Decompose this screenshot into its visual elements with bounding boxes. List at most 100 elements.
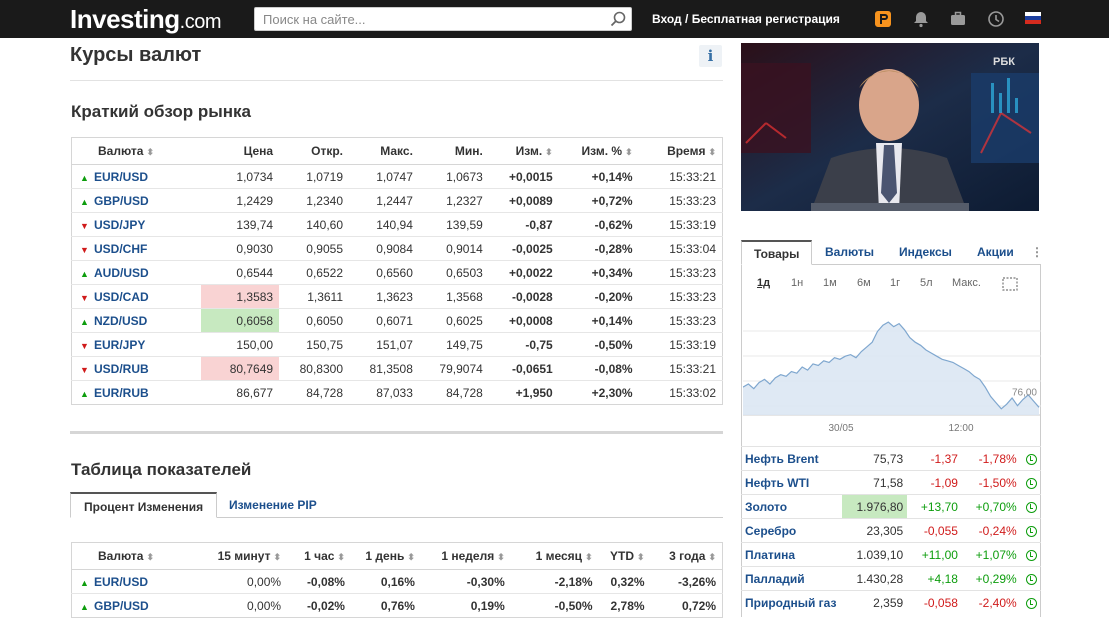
price-cell: 1,0734 [201, 164, 280, 189]
tab-commodities[interactable]: Товары [741, 240, 813, 265]
table-row[interactable]: ▲ NZD/USD 0,6058 0,6050 0,6071 0,6025 +0,0008 +… [71, 308, 723, 333]
page-title: Курсы валют [70, 44, 202, 66]
commodity-name-link[interactable]: Серебро [741, 518, 843, 543]
chg-cell: -0,0651 [488, 356, 559, 381]
table-row[interactable]: ▲ EUR/RUB 86,677 84,728 87,033 84,728 +1,950 +2… [72, 381, 723, 405]
currency-pair-link[interactable]: EUR/USD [94, 169, 149, 184]
x-tick-label: 12:00 [948, 423, 973, 434]
commodity-name-link[interactable]: Нефть WTI [741, 470, 843, 495]
table-row[interactable]: ▼ USD/RUB 80,7649 80,8300 81,3508 79,9074 -0,0… [71, 356, 723, 381]
commodity-name-link[interactable]: Золото [741, 494, 843, 519]
tab-currencies[interactable]: Валюты [825, 245, 875, 259]
period-6m[interactable]: 6м [857, 277, 871, 289]
expand-chart-icon[interactable] [1002, 277, 1018, 291]
column-header-6[interactable]: Изм. % ⬍ [558, 137, 639, 165]
commodity-row[interactable]: Нефть WTI 71,58 -1,09 -1,50% [741, 470, 1041, 495]
currency-pair-link[interactable]: USD/CAD [94, 289, 149, 304]
search-input[interactable] [255, 8, 595, 30]
video-channel-label: РБК [993, 56, 1015, 68]
period-1m[interactable]: 1м [823, 277, 837, 289]
last-price-label: 76,00 [1012, 387, 1037, 398]
notifications-bell-icon[interactable] [912, 10, 930, 28]
period-5y[interactable]: 5л [920, 277, 933, 289]
markets-widget-panel: 1д 1н 1м 6м 1г 5л Макс. 76,00 30/05 12:00 [741, 265, 1041, 617]
commodity-percent-cell: -0,24% [961, 518, 1021, 543]
perf-column-header-4[interactable]: 1 неделя ⬍ [420, 542, 511, 570]
perf-column-header-7[interactable]: 3 года ⬍ [650, 542, 723, 570]
chg-cell: +0,0089 [488, 188, 559, 213]
perf-column-header-1[interactable]: 15 минут ⬍ [201, 542, 288, 570]
column-header-4[interactable]: Мин. [418, 137, 489, 165]
commodity-row[interactable]: Золото 1.976,80 +13,70 +0,70% [741, 494, 1041, 519]
register-link[interactable]: Бесплатная регистрация [691, 12, 840, 26]
currency-pair-link[interactable]: USD/RUB [94, 361, 149, 376]
time-cell: 15:33:19 [638, 212, 723, 237]
currency-pair-link[interactable]: EUR/JPY [94, 337, 146, 352]
perf-column-header-2[interactable]: 1 час ⬍ [287, 542, 351, 570]
commodity-name-link[interactable]: Платина [741, 542, 843, 567]
tab-percent-change[interactable]: Процент Изменения [70, 492, 218, 518]
table-row[interactable]: ▲ GBP/USD 1,2429 1,2340 1,2447 1,2327 +0,0089 +… [71, 188, 723, 213]
table-row[interactable]: ▼ USD/JPY 139,74 140,60 140,94 139,59 -0,87 -0,… [71, 212, 723, 237]
commodity-percent-cell: -2,40% [961, 590, 1021, 615]
russian-flag-icon[interactable] [1025, 12, 1041, 24]
table-row[interactable]: ▲ EUR/USD 1,0734 1,0719 1,0747 1,0673 +0,0015 +… [71, 164, 723, 189]
column-header-0[interactable]: Валюта ⬍ [71, 137, 202, 165]
portfolio-briefcase-icon[interactable] [949, 10, 967, 28]
column-header-3[interactable]: Макс. [349, 137, 419, 165]
table-row[interactable]: ▼ USD/CAD 1,3583 1,3611 1,3623 1,3568 -0,0028-… [71, 284, 723, 309]
search-icon[interactable] [610, 11, 626, 27]
currency-pair-link[interactable]: USD/CHF [94, 241, 148, 256]
currency-pair-link[interactable]: NZD/USD [94, 313, 148, 328]
commodity-row[interactable]: Нефть Brent 75,73 -1,37 -1,78% [741, 446, 1041, 471]
login-link[interactable]: Вход [652, 12, 682, 26]
table-row[interactable]: ▼ USD/CHF 0,9030 0,9055 0,9084 0,9014 -0,0025-… [71, 236, 723, 261]
column-header-5[interactable]: Изм. ⬍ [488, 137, 559, 165]
video-player[interactable]: РБК [741, 43, 1039, 211]
currency-pair-link[interactable]: GBP/USD [94, 598, 149, 613]
pro-icon[interactable] [874, 10, 892, 28]
period-max[interactable]: Макс. [952, 277, 981, 289]
currency-pair-link[interactable]: AUD/USD [94, 265, 149, 280]
commodity-name-link[interactable]: Палладий [741, 566, 843, 591]
perf-column-header-0[interactable]: Валюта ⬍ [71, 542, 202, 570]
currency-pair-cell: ▼ USD/JPY [71, 212, 202, 237]
arrow-down-icon: ▼ [80, 292, 89, 303]
commodity-row[interactable]: Палладий 1.430,28 +4,18 +0,29% [741, 566, 1041, 591]
table-row[interactable]: ▲ GBP/USD 0,00% -0,02% 0,76% 0,19% -0,50% 2,78%… [72, 594, 723, 618]
commodity-change-cell: -1,09 [907, 470, 962, 495]
currency-pair-link[interactable]: GBP/USD [94, 193, 149, 208]
table-row[interactable]: ▲ EUR/USD 0,00% -0,08% 0,16% -0,30% -2,18% 0,32… [71, 569, 723, 594]
column-header-1[interactable]: Цена [201, 137, 280, 165]
commodity-row[interactable]: Природный газ 2,359 -0,058 -2,40% [741, 590, 1041, 615]
table-row[interactable]: ▼ EUR/JPY 150,00 150,75 151,07 149,75 -0,75 -0,… [71, 332, 723, 357]
currency-pair-link[interactable]: EUR/USD [94, 574, 149, 589]
tab-indices[interactable]: Индексы [899, 245, 952, 259]
commodity-name-link[interactable]: Природный газ [741, 590, 843, 615]
commodity-row[interactable]: Платина 1.039,10 +11,00 +1,07% [741, 542, 1041, 567]
clock-icon[interactable] [987, 10, 1005, 28]
perf-column-header-5[interactable]: 1 месяц ⬍ [510, 542, 599, 570]
more-tabs-icon[interactable]: ⋮ [1031, 245, 1043, 259]
low-cell: 1,2327 [418, 188, 489, 213]
perf-column-header-6[interactable]: YTD ⬍ [598, 542, 651, 570]
commodity-row[interactable]: Серебро 23,305 -0,055 -0,24% [741, 518, 1041, 543]
currency-pair-cell: ▲ NZD/USD [71, 308, 202, 333]
column-header-7[interactable]: Время ⬍ [638, 137, 723, 165]
tab-pip-change[interactable]: Изменение PIP [229, 498, 317, 512]
market-status-cell [1020, 470, 1041, 495]
sort-icon: ⬍ [273, 552, 282, 562]
percent-change-cell: 0,76% [380, 598, 415, 613]
tab-stocks[interactable]: Акции [977, 245, 1014, 259]
period-1y[interactable]: 1г [890, 277, 901, 289]
commodity-name-link[interactable]: Нефть Brent [741, 446, 843, 471]
currency-pair-link[interactable]: USD/JPY [94, 217, 146, 232]
perf-column-header-3[interactable]: 1 день ⬍ [350, 542, 421, 570]
period-1w[interactable]: 1н [791, 277, 804, 289]
column-header-2[interactable]: Откр. [279, 137, 349, 165]
table-row[interactable]: ▲ AUD/USD 0,6544 0,6522 0,6560 0,6503 +0,0022 +… [71, 260, 723, 285]
currency-pair-link[interactable]: EUR/RUB [94, 385, 149, 400]
info-button[interactable]: i [699, 45, 722, 67]
period-1d[interactable]: 1д [757, 277, 771, 289]
site-logo[interactable]: Investing.com [70, 4, 221, 34]
